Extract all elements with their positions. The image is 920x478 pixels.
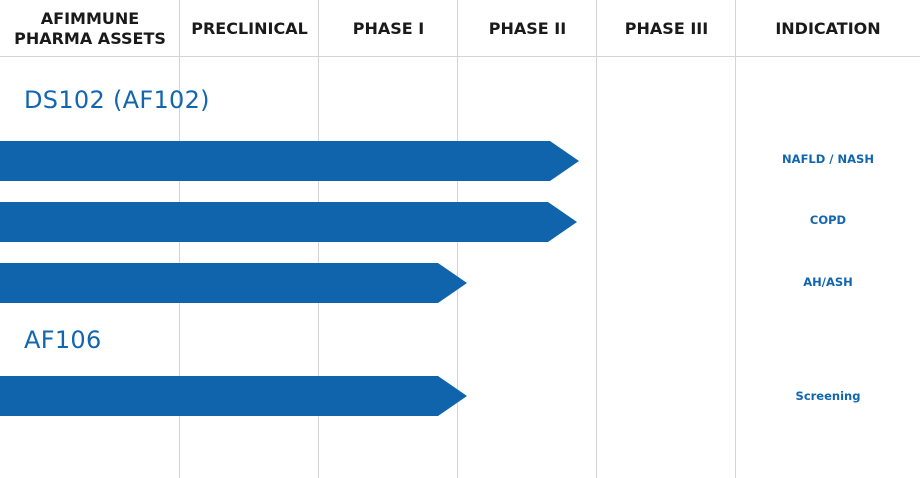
indication-ah-ash: AH/ASH xyxy=(803,275,853,289)
header-phase-3: PHASE III xyxy=(624,18,709,38)
header-indication: INDICATION xyxy=(775,18,881,38)
header-preclinical: PRECLINICAL xyxy=(191,18,308,38)
asset-title-ds102: DS102 (AF102) xyxy=(24,86,210,114)
header-phase-2: PHASE II xyxy=(488,18,567,38)
column-divider xyxy=(596,0,597,478)
header-phase-1: PHASE I xyxy=(352,18,425,38)
header-assets: AFIMMUNE PHARMA ASSETS xyxy=(0,0,180,57)
progress-arrow-ah-ash xyxy=(0,263,467,303)
header-assets-line1: AFIMMUNE xyxy=(40,8,140,28)
asset-title-af106: AF106 xyxy=(24,326,102,354)
progress-arrow-screening xyxy=(0,376,467,416)
header-assets-line2: PHARMA ASSETS xyxy=(14,28,166,48)
indication-nafld-nash: NAFLD / NASH xyxy=(782,152,874,166)
progress-arrow-nafld-nash xyxy=(0,141,579,181)
header-divider xyxy=(0,56,920,57)
indication-copd: COPD xyxy=(809,213,847,227)
column-divider xyxy=(735,0,736,478)
indication-screening: Screening xyxy=(795,389,861,403)
progress-arrow-copd xyxy=(0,202,577,242)
